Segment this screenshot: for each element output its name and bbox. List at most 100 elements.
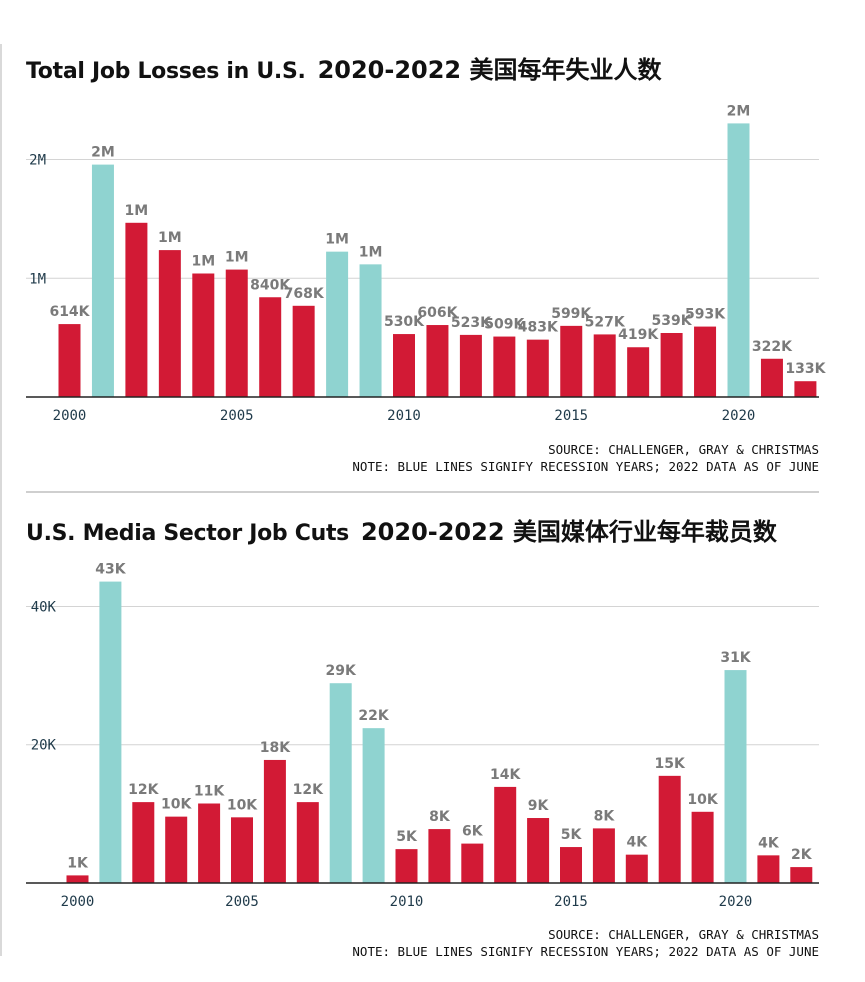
media-y-tick-label: 20K (31, 738, 57, 754)
losses-value-label-2007: 768K (284, 286, 325, 302)
losses-bar-2021 (760, 358, 783, 397)
media-value-label-2008: 29K (326, 663, 357, 679)
media-bar-2021 (757, 855, 780, 883)
media-bar-2022 (790, 867, 813, 883)
media-value-label-2009: 22K (358, 708, 389, 724)
losses-value-label-2022: 133K (785, 361, 826, 377)
losses-value-label-2014: 483K (518, 320, 559, 336)
losses-x-tick-label: 2000 (53, 408, 87, 424)
media-bar-2005 (231, 817, 253, 883)
chart-1-note: NOTE: BLUE LINES SIGNIFY RECESSION YEARS… (352, 459, 819, 474)
media-value-label-2003: 10K (161, 797, 192, 813)
losses-value-label-2000: 614K (49, 304, 90, 320)
media-bar-2004 (198, 803, 221, 883)
losses-bar-2008 (326, 251, 349, 397)
losses-bar-2006 (259, 297, 282, 397)
losses-bar-2004 (192, 273, 215, 397)
media-value-label-2002: 12K (128, 782, 159, 798)
media-bar-2012 (461, 843, 484, 883)
media-bar-2006 (263, 759, 286, 883)
losses-y-tick-label: 2M (29, 153, 46, 169)
media-bar-2018 (658, 775, 681, 883)
section-divider (26, 491, 819, 493)
chart-2-note: NOTE: BLUE LINES SIGNIFY RECESSION YEARS… (352, 944, 819, 959)
media-job-cuts-bar-chart: 20K40K1K43K12K10K11K10K18K12K29K22K5K8K6… (26, 562, 819, 910)
losses-value-label-2008: 1M (325, 232, 349, 248)
losses-value-label-2010: 530K (384, 314, 425, 330)
media-x-tick-label: 2000 (61, 894, 95, 910)
media-bar-2008 (329, 683, 352, 883)
chart-2-source: SOURCE: CHALLENGER, GRAY & CHRISTMAS (548, 927, 819, 942)
losses-value-label-2013: 509K (484, 317, 525, 333)
losses-bar-2019 (694, 326, 717, 397)
losses-bar-2022 (794, 381, 817, 397)
losses-value-label-2012: 523K (451, 315, 492, 331)
losses-bar-2005 (225, 269, 248, 397)
media-bar-2010 (395, 849, 418, 883)
losses-bar-2010 (393, 334, 415, 397)
losses-x-tick-label: 2020 (722, 408, 756, 424)
losses-value-label-2005: 1M (225, 250, 249, 266)
losses-bar-2016 (593, 334, 616, 397)
media-bar-2001 (99, 581, 122, 883)
media-bar-2013 (494, 786, 517, 883)
losses-value-label-2018: 539K (652, 313, 693, 329)
losses-bar-2011 (426, 325, 449, 397)
media-x-tick-label: 2010 (390, 894, 424, 910)
losses-value-label-2015: 599K (551, 306, 592, 322)
media-bar-2000 (66, 875, 89, 883)
losses-value-label-2016: 527K (585, 314, 626, 330)
media-value-label-2021: 4K (758, 835, 780, 851)
media-value-label-2017: 4K (627, 835, 649, 851)
media-value-label-2020: 31K (720, 650, 751, 666)
losses-value-label-2006: 840K (250, 277, 291, 293)
media-bar-2007 (296, 802, 319, 883)
losses-x-tick-label: 2015 (554, 408, 588, 424)
chart-2-title-en: U.S. Media Sector Job Cuts (26, 521, 349, 546)
losses-value-label-2002: 1M (125, 203, 149, 219)
losses-bar-2017 (627, 347, 650, 397)
media-bar-2017 (625, 854, 648, 883)
media-value-label-2014: 9K (528, 798, 550, 814)
losses-value-label-2021: 322K (752, 339, 793, 355)
chart-2-title-cn: 2020-2022 美国媒体行业每年裁员数 (360, 518, 777, 546)
media-bar-2019 (691, 811, 714, 883)
media-y-tick-label: 40K (31, 599, 57, 615)
media-value-label-2000: 1K (67, 855, 89, 871)
media-value-label-2016: 8K (594, 808, 616, 824)
chart-2-title: U.S. Media Sector Job Cuts 2020-2022 美国媒体… (26, 512, 777, 547)
media-bar-2009 (362, 728, 385, 883)
media-value-label-2007: 12K (293, 782, 324, 798)
media-bar-2016 (592, 828, 615, 883)
losses-bar-2014 (526, 339, 549, 397)
losses-y-tick-label: 1M (29, 271, 46, 287)
media-value-label-2006: 18K (260, 740, 291, 756)
chart-1-source: SOURCE: CHALLENGER, GRAY & CHRISTMAS (548, 442, 819, 457)
media-bar-2003 (165, 816, 188, 883)
losses-x-tick-label: 2010 (387, 408, 421, 424)
media-value-label-2005: 10K (227, 797, 258, 813)
media-value-label-2019: 10K (687, 792, 718, 808)
losses-bar-2018 (660, 332, 683, 397)
losses-value-label-2011: 606K (417, 305, 458, 321)
media-value-label-2018: 15K (655, 756, 686, 772)
media-bar-2020 (724, 670, 747, 883)
losses-bar-2000 (58, 324, 81, 397)
media-value-label-2011: 8K (429, 809, 451, 825)
losses-bar-2001 (91, 164, 114, 397)
media-value-label-2013: 14K (490, 767, 521, 783)
media-value-label-2010: 5K (396, 829, 418, 845)
media-bar-2015 (560, 847, 582, 883)
media-value-label-2022: 2K (791, 847, 813, 863)
losses-bar-2007 (292, 305, 315, 397)
losses-value-label-2020: 2M (727, 103, 751, 119)
media-bar-2002 (132, 802, 155, 883)
losses-x-tick-label: 2005 (220, 408, 254, 424)
media-bar-2014 (527, 818, 550, 883)
media-x-tick-label: 2020 (719, 894, 753, 910)
losses-value-label-2017: 419K (618, 327, 659, 343)
media-x-tick-label: 2005 (225, 894, 259, 910)
media-bar-2011 (428, 829, 451, 883)
media-value-label-2001: 43K (95, 562, 126, 578)
losses-value-label-2003: 1M (158, 230, 182, 246)
